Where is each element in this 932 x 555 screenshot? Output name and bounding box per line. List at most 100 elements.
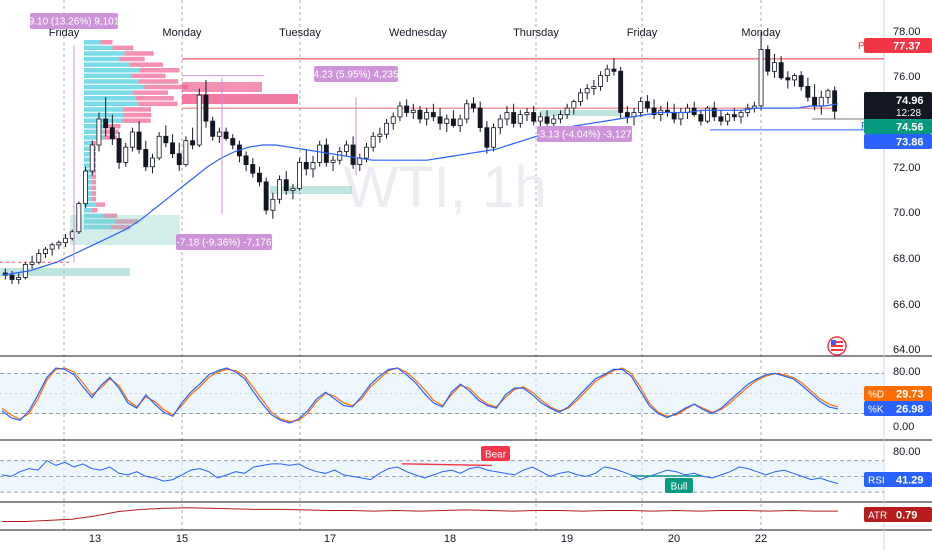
- stoch-y-tick: 0.00: [893, 421, 914, 433]
- volume-profile-bar: [84, 224, 111, 230]
- volume-profile-bar: [92, 196, 96, 202]
- measure-box: [30, 13, 118, 29]
- candle: [638, 101, 644, 113]
- candle: [277, 179, 282, 200]
- candle: [183, 140, 189, 165]
- candle: [524, 112, 530, 116]
- candle: [156, 135, 162, 159]
- bull-badge: [665, 478, 693, 493]
- ema-line: [1, 103, 839, 276]
- x-tick: 22: [755, 533, 767, 545]
- day-label: Monday: [162, 27, 202, 39]
- candle: [584, 88, 590, 94]
- volume-profile-bar: [84, 62, 130, 67]
- y-tick: 68.00: [893, 253, 921, 265]
- day-label: Friday: [49, 27, 80, 39]
- volume-profile-bar: [84, 135, 104, 140]
- candle: [317, 144, 323, 163]
- stoch-k-label: %K: [868, 405, 884, 416]
- atr-tag: [864, 507, 932, 522]
- measure-box: [176, 234, 272, 250]
- candle: [772, 62, 777, 72]
- candle: [464, 103, 470, 120]
- y-tick: 76.00: [893, 71, 921, 83]
- candle: [290, 187, 296, 191]
- candle: [250, 164, 256, 174]
- volume-profile-bar: [92, 140, 96, 146]
- volume-profile-bar: [84, 152, 92, 157]
- day-label: Wednesday: [389, 27, 447, 39]
- pwh-tag: [864, 38, 932, 53]
- volume-profile-bar: [138, 79, 179, 84]
- candle: [598, 75, 603, 87]
- candle: [825, 90, 831, 98]
- last-price-value: 74.96: [896, 95, 924, 107]
- x-tick: 20: [668, 533, 680, 545]
- candle: [16, 276, 22, 280]
- measure-label: -7.18 (-9.36%) -7,176: [176, 238, 271, 249]
- pwh-value: 77.37: [893, 41, 921, 53]
- rsi-label: RSI: [868, 476, 885, 487]
- candle: [109, 127, 115, 139]
- candle: [256, 172, 262, 183]
- candle: [778, 62, 784, 79]
- candle: [176, 153, 182, 165]
- volume-profile-bar: [92, 180, 96, 185]
- volume-profile-bar: [84, 56, 120, 62]
- volume-profile-bar: [84, 157, 92, 163]
- volume-profile-bar: [84, 40, 101, 45]
- volume-profile-bar: [96, 202, 106, 207]
- candle: [49, 244, 55, 250]
- atr-value: 0.79: [896, 510, 917, 522]
- day-label: Friday: [627, 27, 658, 39]
- candle: [444, 118, 450, 124]
- candle: [470, 103, 476, 109]
- y-tick: 64.00: [893, 344, 921, 356]
- candle: [36, 253, 42, 263]
- stoch-y-tick: 80.00: [893, 366, 921, 378]
- candle: [377, 133, 383, 137]
- volume-profile-bar: [84, 163, 92, 168]
- candle: [350, 144, 356, 165]
- candle: [551, 118, 557, 124]
- atr-line: [2, 507, 838, 522]
- candle: [263, 181, 269, 211]
- volume-profile-bar: [84, 51, 125, 56]
- last-price-tag: [864, 92, 932, 120]
- volume-profile-bar: [119, 56, 145, 62]
- volume-profile-bar: [84, 45, 113, 51]
- candle: [283, 179, 289, 191]
- bear-label: Bear: [485, 450, 507, 461]
- atr-label: ATR: [868, 511, 887, 522]
- candle: [136, 131, 142, 150]
- candle: [531, 112, 537, 122]
- volume-profile-bar: [84, 107, 123, 112]
- volume-profile-bar: [84, 96, 137, 101]
- candle: [163, 135, 169, 144]
- us-flag-icon[interactable]: [827, 336, 847, 356]
- volume-profile-bar: [132, 90, 169, 95]
- candle: [758, 49, 764, 107]
- x-tick: 15: [176, 533, 188, 545]
- volume-profile-bar: [84, 129, 105, 135]
- volume-profile-bar: [110, 224, 131, 230]
- candle: [678, 112, 684, 120]
- candle: [370, 135, 376, 148]
- candle: [698, 114, 704, 122]
- candle: [671, 112, 677, 120]
- volume-profile-bar: [84, 73, 132, 79]
- candle: [725, 114, 731, 122]
- y-tick: 72.00: [893, 162, 921, 174]
- volume-profile-bar: [122, 107, 152, 112]
- candle: [149, 157, 155, 168]
- volume-profile-bar: [131, 73, 166, 79]
- volume-profile-bar: [92, 185, 96, 191]
- volume-profile-bar: [0, 268, 130, 276]
- candle: [484, 127, 490, 148]
- candle: [504, 112, 510, 120]
- volume-profile-bar: [84, 79, 139, 84]
- candle: [310, 161, 316, 170]
- candle: [604, 68, 610, 76]
